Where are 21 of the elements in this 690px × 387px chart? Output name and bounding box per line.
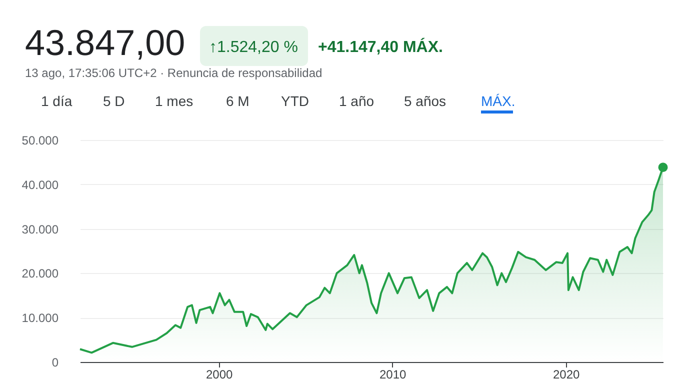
text: YTD: [281, 93, 309, 109]
text: +41.147,40 MÁX.: [318, 37, 443, 56]
text: 1 día: [41, 93, 72, 109]
text: 6 M: [226, 93, 250, 109]
y-tick-label: 40.000: [22, 178, 59, 192]
y-tick-label: 30.000: [22, 222, 59, 236]
y-tick-label: 50.000: [22, 134, 59, 148]
text: ↑1.524,20 %: [209, 39, 298, 56]
text: 5 años: [404, 93, 446, 109]
text: 5 D: [103, 93, 125, 109]
x-tick-label: 2020: [552, 368, 580, 382]
chart-title: 43.847,00: [25, 22, 186, 63]
x-tick-label: 2010: [379, 368, 406, 382]
y-tick-label: 10.000: [22, 311, 59, 326]
text: 1 año: [339, 93, 374, 109]
text: 1 mes: [155, 93, 194, 109]
y-tick-label: 20.000: [22, 266, 59, 281]
y-tick-label: 0: [52, 356, 59, 370]
chart-subtitle: 13 ago, 17:35:06 UTC+2 · Renuncia de responsabilidad: [25, 66, 322, 80]
x-tick-label: 2000: [206, 368, 233, 382]
text: MÁX.: [481, 93, 516, 109]
